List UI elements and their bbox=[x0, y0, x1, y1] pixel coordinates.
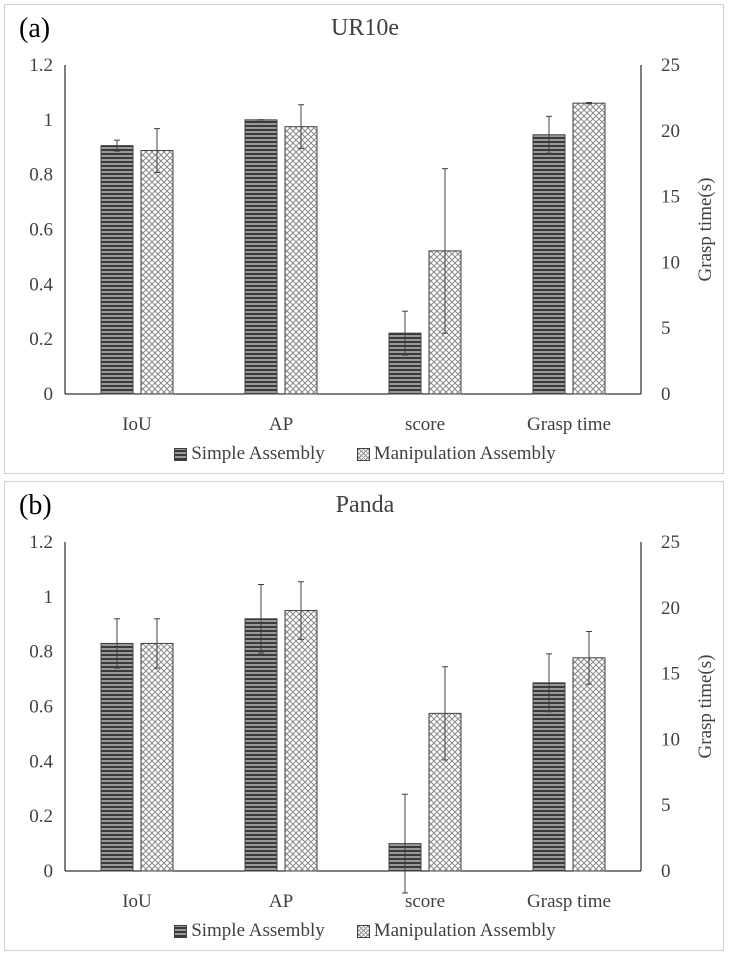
y-tick-label-right: 25 bbox=[661, 532, 680, 553]
bar-manipulation-assembly-iou bbox=[140, 642, 174, 872]
bar-simple-assembly-ap bbox=[244, 618, 278, 872]
y-tick-label-right: 15 bbox=[661, 187, 680, 208]
y-tick-label-right: 0 bbox=[661, 861, 671, 882]
legend-swatch-simple bbox=[174, 447, 188, 461]
y-tick-label-right: 0 bbox=[661, 384, 671, 405]
y-tick-label-right: 10 bbox=[661, 252, 680, 273]
y-tick-label-left: 1.2 bbox=[29, 55, 53, 76]
panel-label: (a) bbox=[19, 13, 51, 44]
legend-item-manipulation: Manipulation Assembly bbox=[356, 443, 556, 465]
legend: Simple Assembly Manipulation Assembly bbox=[5, 920, 725, 942]
y-tick-label-left: 1.2 bbox=[29, 532, 53, 553]
x-tick-label: score bbox=[405, 891, 445, 912]
bar-simple-assembly-iou bbox=[100, 145, 134, 395]
y-tick-label-left: 0 bbox=[44, 861, 54, 882]
legend-item-simple: Simple Assembly bbox=[174, 920, 325, 942]
chart-panel-panda: 0 0.2 0.4 0.6 0.8 1 1.2 0 5 10 15 20 25 Grasp time(s)… bbox=[4, 481, 724, 951]
x-tick-label: IoU bbox=[122, 414, 152, 435]
y-tick-label-left: 1 bbox=[44, 587, 54, 608]
x-tick-label: score bbox=[405, 414, 445, 435]
legend: Simple Assembly Manipulation Assembly bbox=[5, 443, 725, 465]
bar-manipulation-assembly-ap bbox=[284, 610, 318, 872]
legend-label-simple: Simple Assembly bbox=[191, 920, 325, 941]
x-tick-label: AP bbox=[269, 414, 293, 435]
chart-svg-panda: 0 0.2 0.4 0.6 0.8 1 1.2 0 5 10 15 20 25 Grasp time(s)… bbox=[29, 532, 716, 912]
x-tick-label: Grasp time bbox=[527, 414, 611, 435]
y-tick-label-left: 0.2 bbox=[29, 806, 53, 827]
y-tick-label-left: 0.2 bbox=[29, 329, 53, 350]
chart-panel-ur10e: 0 0.2 0.4 0.6 0.8 1 1.2 0 5 10 15 20 25 Grasp time(s)… bbox=[4, 4, 724, 474]
y-tick-label-left: 0.6 bbox=[29, 220, 53, 241]
legend-item-manipulation: Manipulation Assembly bbox=[356, 920, 556, 942]
y-tick-label-left: 0.4 bbox=[29, 751, 53, 772]
legend-label-manipulation: Manipulation Assembly bbox=[373, 443, 556, 464]
bar-manipulation-assembly-ap bbox=[284, 126, 318, 395]
chart-title: Panda bbox=[335, 492, 395, 518]
x-tick-label: AP bbox=[269, 891, 293, 912]
legend-label-simple: Simple Assembly bbox=[191, 443, 325, 464]
y-tick-label-left: 0.8 bbox=[29, 642, 53, 663]
bar-simple-assembly-grasp-time bbox=[532, 134, 566, 395]
y-tick-label-right: 15 bbox=[661, 664, 680, 685]
legend-swatch-manipulation bbox=[356, 924, 370, 938]
y-tick-label-left: 0.4 bbox=[29, 274, 53, 295]
legend-label-manipulation: Manipulation Assembly bbox=[373, 920, 556, 941]
y-tick-label-left: 1 bbox=[44, 110, 54, 131]
y-tick-label-left: 0.6 bbox=[29, 697, 53, 718]
bar-manipulation-assembly-grasp-time bbox=[572, 102, 606, 395]
y-tick-label-right: 20 bbox=[661, 121, 680, 142]
chart-title: UR10e bbox=[331, 15, 399, 41]
y-tick-label-right: 25 bbox=[661, 55, 680, 76]
bar-manipulation-assembly-grasp-time bbox=[572, 657, 606, 872]
legend-swatch-manipulation bbox=[356, 447, 370, 461]
legend-swatch-simple bbox=[174, 924, 188, 938]
y-tick-label-right: 5 bbox=[661, 795, 671, 816]
y-axis-label-right: Grasp time(s) bbox=[695, 655, 716, 759]
y-tick-label-left: 0.8 bbox=[29, 165, 53, 186]
x-tick-label: Grasp time bbox=[527, 891, 611, 912]
y-tick-label-right: 5 bbox=[661, 318, 671, 339]
bar-manipulation-assembly-iou bbox=[140, 150, 174, 395]
bar-simple-assembly-score bbox=[388, 332, 422, 395]
y-tick-label-right: 10 bbox=[661, 729, 680, 750]
y-tick-label-left: 0 bbox=[44, 384, 54, 405]
bar-simple-assembly-ap bbox=[244, 119, 278, 395]
y-tick-label-right: 20 bbox=[661, 598, 680, 619]
x-tick-label: IoU bbox=[122, 891, 152, 912]
panel-label: (b) bbox=[19, 490, 52, 521]
y-axis-label-right: Grasp time(s) bbox=[695, 178, 716, 282]
chart-svg-ur10e: 0 0.2 0.4 0.6 0.8 1 1.2 0 5 10 15 20 25 Grasp time(s)… bbox=[29, 55, 716, 435]
legend-item-simple: Simple Assembly bbox=[174, 443, 325, 465]
bar-simple-assembly-iou bbox=[100, 642, 134, 872]
